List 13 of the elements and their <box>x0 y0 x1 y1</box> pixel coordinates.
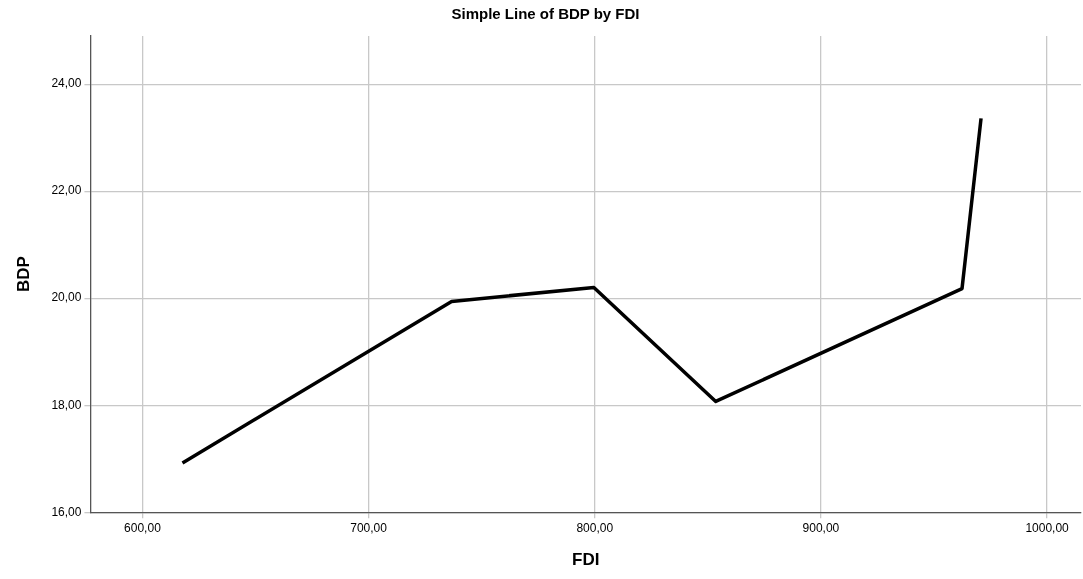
x-tick-label: 600,00 <box>124 520 162 535</box>
x-tick-label: 1000,00 <box>1025 520 1070 535</box>
x-axis-title: FDI <box>572 550 600 570</box>
y-axis-title: BDP <box>13 256 33 293</box>
x-tick-label: 900,00 <box>802 520 840 535</box>
y-tick-label: 16,00 <box>51 504 82 519</box>
chart-title: Simple Line of BDP by FDI <box>451 5 640 23</box>
y-tick-label: 20,00 <box>51 290 82 305</box>
x-tick-label: 800,00 <box>576 520 614 535</box>
x-tick-label: 700,00 <box>350 520 388 535</box>
y-tick-label: 18,00 <box>51 397 82 412</box>
y-tick-label: 24,00 <box>51 76 82 91</box>
y-tick-label: 22,00 <box>51 183 82 198</box>
